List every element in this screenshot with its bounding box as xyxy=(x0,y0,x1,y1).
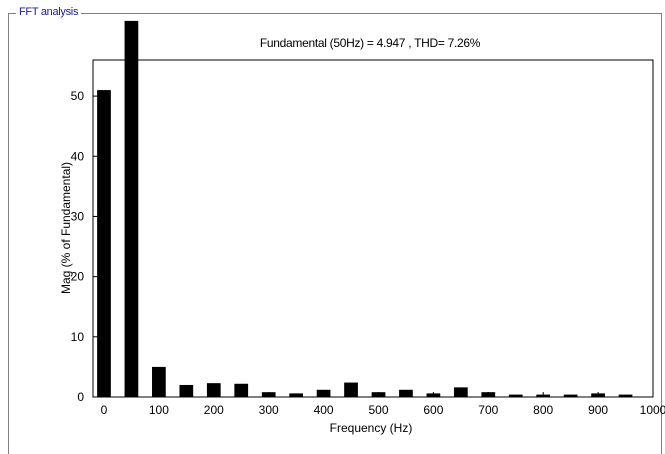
bar-100hz xyxy=(152,366,166,397)
bar-950hz xyxy=(618,394,633,397)
plot-area-border xyxy=(92,59,654,398)
x-tick-label: 100 xyxy=(149,403,169,417)
bar-750hz xyxy=(508,394,523,397)
bar-0hz xyxy=(97,90,111,397)
bar-850hz xyxy=(563,394,578,397)
chart-title: Fundamental (50Hz) = 4.947 , THD= 7.26% xyxy=(259,36,481,50)
bar-450hz xyxy=(344,382,358,397)
x-tick-label: 800 xyxy=(533,403,553,417)
y-tick-label: 50 xyxy=(71,89,85,103)
x-tick-label: 500 xyxy=(368,403,388,417)
x-tick-label: 1000 xyxy=(640,403,665,417)
panel-title: FFT analysis xyxy=(16,5,82,19)
x-tick-label: 300 xyxy=(259,403,279,417)
bar-350hz xyxy=(289,393,303,397)
fft-bar-chart: 0 100 200 300 400 500 600 700 800 900 1000 0 10 20 30 4… xyxy=(59,20,665,435)
fft-panel-frame xyxy=(8,13,662,454)
y-tick-label: 30 xyxy=(71,209,85,223)
x-tick-label: 600 xyxy=(423,403,443,417)
y-tick-label: 10 xyxy=(71,330,85,344)
x-tick-label: 0 xyxy=(101,403,108,417)
x-tick-label: 400 xyxy=(314,403,334,417)
bar-650hz xyxy=(453,387,468,397)
bar-550hz xyxy=(399,389,413,397)
x-tick-label: 900 xyxy=(588,403,608,417)
ticks-layer: 0 100 200 300 400 500 600 700 800 900 1000 0 10 20 30 4… xyxy=(71,89,665,417)
bar-150hz xyxy=(179,384,194,397)
x-tick-label: 200 xyxy=(204,403,224,417)
bar-250hz xyxy=(234,383,249,397)
x-axis-label: Frequency (Hz) xyxy=(330,421,413,435)
y-tick-label: 40 xyxy=(71,149,85,163)
y-axis-label: Mag (% of Fundamental) xyxy=(59,162,73,294)
bars-layer xyxy=(97,20,633,397)
bar-50hz xyxy=(124,20,139,397)
y-tick-label: 20 xyxy=(71,270,85,284)
y-tick-label: 0 xyxy=(77,390,84,404)
x-tick-label: 700 xyxy=(478,403,498,417)
bar-200hz xyxy=(206,383,221,397)
